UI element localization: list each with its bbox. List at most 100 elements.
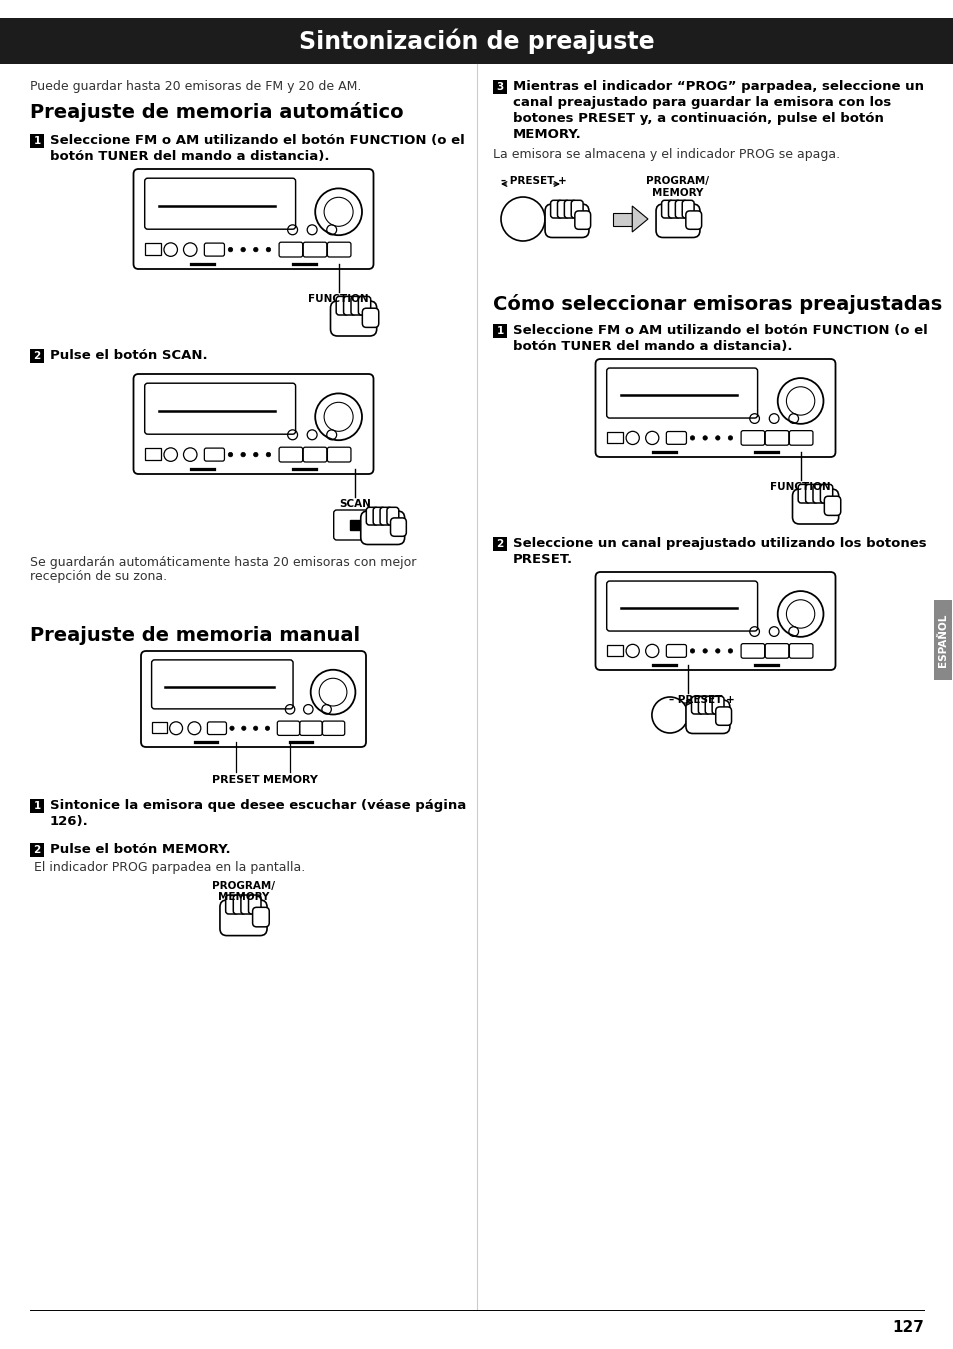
FancyBboxPatch shape xyxy=(327,448,351,461)
Circle shape xyxy=(228,452,233,457)
FancyBboxPatch shape xyxy=(233,894,246,915)
Circle shape xyxy=(241,726,246,730)
Text: 2: 2 xyxy=(33,844,41,855)
Circle shape xyxy=(230,726,233,730)
Text: Puede guardar hasta 20 emisoras de FM y 20 de AM.: Puede guardar hasta 20 emisoras de FM y … xyxy=(30,80,361,93)
FancyBboxPatch shape xyxy=(226,894,238,915)
Text: Seleccione FM o AM utilizando el botón FUNCTION (o el: Seleccione FM o AM utilizando el botón F… xyxy=(513,324,926,337)
FancyBboxPatch shape xyxy=(204,448,224,461)
FancyBboxPatch shape xyxy=(764,643,788,658)
Text: MEMORY: MEMORY xyxy=(217,892,269,902)
Text: 3: 3 xyxy=(496,82,503,92)
FancyBboxPatch shape xyxy=(812,484,824,503)
Bar xyxy=(145,243,161,255)
FancyBboxPatch shape xyxy=(303,243,327,258)
Text: FUNCTION: FUNCTION xyxy=(769,482,830,492)
Text: botón TUNER del mando a distancia).: botón TUNER del mando a distancia). xyxy=(513,340,792,353)
Circle shape xyxy=(253,726,257,730)
Text: FUNCTION: FUNCTION xyxy=(308,294,369,304)
Bar xyxy=(152,722,168,734)
FancyBboxPatch shape xyxy=(665,645,686,657)
FancyBboxPatch shape xyxy=(788,643,812,658)
Text: 127: 127 xyxy=(891,1321,923,1336)
FancyBboxPatch shape xyxy=(330,301,376,336)
FancyBboxPatch shape xyxy=(820,484,832,503)
FancyBboxPatch shape xyxy=(299,722,322,735)
Circle shape xyxy=(727,436,732,440)
Bar xyxy=(493,324,506,339)
Bar xyxy=(30,134,44,148)
Text: 1: 1 xyxy=(496,326,503,336)
Circle shape xyxy=(727,649,732,653)
FancyBboxPatch shape xyxy=(564,200,576,219)
FancyBboxPatch shape xyxy=(253,908,269,927)
Text: Se guardarán automáticamente hasta 20 emisoras con mejor: Se guardarán automáticamente hasta 20 em… xyxy=(30,556,416,569)
Text: La emisora se almacena y el indicador PROG se apaga.: La emisora se almacena y el indicador PR… xyxy=(493,148,840,161)
Text: 126).: 126). xyxy=(50,815,89,828)
FancyBboxPatch shape xyxy=(764,430,788,445)
FancyBboxPatch shape xyxy=(668,200,679,219)
FancyBboxPatch shape xyxy=(351,297,363,316)
Text: PRESET: PRESET xyxy=(213,774,260,785)
FancyBboxPatch shape xyxy=(249,894,261,915)
Text: – PRESET +: – PRESET + xyxy=(500,175,566,186)
FancyBboxPatch shape xyxy=(606,368,757,418)
Text: Cómo seleccionar emisoras preajustadas: Cómo seleccionar emisoras preajustadas xyxy=(493,294,942,314)
FancyBboxPatch shape xyxy=(152,660,293,708)
Circle shape xyxy=(266,247,271,252)
FancyBboxPatch shape xyxy=(204,243,224,256)
FancyBboxPatch shape xyxy=(711,696,723,714)
FancyBboxPatch shape xyxy=(362,308,378,328)
Circle shape xyxy=(715,649,720,653)
Bar xyxy=(145,448,161,460)
Text: 1: 1 xyxy=(33,136,41,146)
Bar xyxy=(613,213,632,225)
FancyBboxPatch shape xyxy=(557,200,569,219)
Circle shape xyxy=(253,247,257,252)
Bar xyxy=(30,799,44,813)
Text: PRESET.: PRESET. xyxy=(513,553,573,567)
Circle shape xyxy=(265,726,270,730)
FancyBboxPatch shape xyxy=(241,894,253,915)
FancyBboxPatch shape xyxy=(358,297,371,316)
FancyBboxPatch shape xyxy=(145,178,295,229)
FancyBboxPatch shape xyxy=(740,643,764,658)
Circle shape xyxy=(690,649,694,653)
FancyBboxPatch shape xyxy=(327,243,351,258)
Bar xyxy=(0,18,953,63)
Bar xyxy=(493,80,506,94)
Text: 2: 2 xyxy=(33,351,41,362)
FancyBboxPatch shape xyxy=(681,200,694,219)
FancyBboxPatch shape xyxy=(141,652,366,747)
Text: Pulse el botón MEMORY.: Pulse el botón MEMORY. xyxy=(50,843,231,857)
Text: Pulse el botón SCAN.: Pulse el botón SCAN. xyxy=(50,349,208,362)
FancyBboxPatch shape xyxy=(133,374,374,473)
Text: recepción de su zona.: recepción de su zona. xyxy=(30,571,167,583)
FancyBboxPatch shape xyxy=(595,572,835,670)
FancyBboxPatch shape xyxy=(665,432,686,444)
Circle shape xyxy=(241,452,245,457)
Text: 2: 2 xyxy=(496,540,503,549)
Circle shape xyxy=(241,247,245,252)
FancyBboxPatch shape xyxy=(804,484,817,503)
FancyBboxPatch shape xyxy=(335,297,348,316)
Text: Sintonización de preajuste: Sintonización de preajuste xyxy=(299,28,654,54)
FancyBboxPatch shape xyxy=(685,700,729,734)
FancyBboxPatch shape xyxy=(792,488,838,523)
FancyBboxPatch shape xyxy=(823,496,840,515)
FancyBboxPatch shape xyxy=(675,200,686,219)
FancyBboxPatch shape xyxy=(740,430,764,445)
Text: 1: 1 xyxy=(33,801,41,811)
FancyBboxPatch shape xyxy=(387,507,398,525)
FancyBboxPatch shape xyxy=(798,484,810,503)
FancyBboxPatch shape xyxy=(277,722,299,735)
Text: Preajuste de memoria manual: Preajuste de memoria manual xyxy=(30,626,359,645)
FancyBboxPatch shape xyxy=(279,448,302,461)
Bar xyxy=(350,519,359,530)
Bar xyxy=(607,432,623,444)
FancyBboxPatch shape xyxy=(661,200,673,219)
Text: MEMORY: MEMORY xyxy=(262,774,317,785)
FancyBboxPatch shape xyxy=(334,510,375,540)
FancyBboxPatch shape xyxy=(656,204,700,237)
Text: ESPAÑOL: ESPAÑOL xyxy=(937,614,947,666)
